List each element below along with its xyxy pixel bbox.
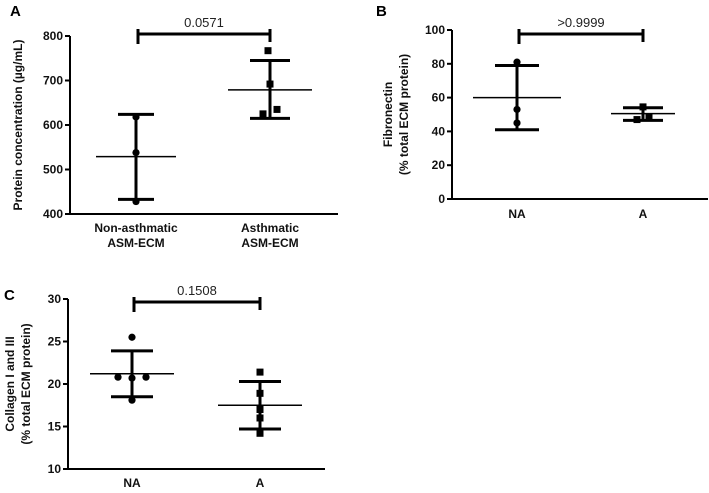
x-category-label: A	[256, 476, 265, 490]
data-point	[513, 105, 521, 114]
x-category-label: A	[639, 207, 648, 221]
data-point	[639, 103, 647, 111]
significance-bracket: 0.0571	[136, 15, 272, 44]
data-point	[273, 105, 281, 113]
y-tick-label: 40	[432, 124, 446, 138]
y-tick-label: 0	[438, 192, 445, 206]
significance-bracket: >0.9999	[517, 15, 645, 44]
data-point	[256, 414, 264, 422]
data-point	[132, 113, 140, 121]
x-category-label: NA	[123, 476, 141, 490]
data-point	[142, 373, 150, 381]
group-0	[90, 333, 174, 404]
data-point	[256, 368, 264, 376]
significance-bracket: 0.1508	[132, 283, 262, 312]
data-point	[513, 58, 521, 66]
group-0	[473, 58, 561, 132]
p-value-label: >0.9999	[557, 15, 604, 30]
y-tick-label: 600	[43, 118, 63, 132]
x-category-label: ASM-ECM	[107, 236, 164, 250]
y-tick-label: 700	[43, 74, 63, 88]
data-point	[645, 113, 653, 121]
x-category-label: ASM-ECM	[241, 236, 298, 250]
group-1	[218, 368, 302, 437]
y-tick-label: 60	[432, 91, 446, 105]
data-point	[266, 80, 274, 88]
data-point	[264, 47, 272, 55]
group-1	[228, 47, 312, 120]
data-point	[132, 148, 140, 157]
y-tick-label: 500	[43, 163, 63, 177]
x-category-label: Non-asthmatic	[94, 221, 178, 235]
data-point	[114, 373, 122, 381]
y-axis-label: Collagen I and III	[3, 336, 17, 431]
data-point	[128, 333, 136, 341]
data-point	[513, 119, 521, 127]
x-category-label: Asthmatic	[241, 221, 299, 235]
p-value-label: 0.0571	[184, 15, 224, 30]
y-tick-label: 25	[48, 335, 62, 349]
y-tick-label: 400	[43, 207, 63, 221]
panel-B: B 0 20 40 60 80 100 Fibronectin (% total ECM pro…	[376, 3, 708, 221]
y-tick-label: 100	[425, 23, 445, 37]
y-axis-label: Protein concentration (µg/mL)	[11, 40, 25, 211]
data-point	[256, 406, 264, 413]
y-tick-label: 80	[432, 57, 446, 71]
panel-label: C	[4, 287, 15, 304]
group-0	[96, 112, 176, 206]
panel-label: A	[10, 3, 21, 20]
y-tick-label: 15	[48, 420, 62, 434]
y-tick-label: 20	[432, 158, 446, 172]
data-point	[132, 197, 140, 206]
data-point	[128, 374, 136, 382]
y-tick-label: 30	[48, 292, 62, 306]
data-point	[633, 116, 641, 124]
y-axis-label: (% total ECM protein)	[19, 323, 33, 444]
y-axis-label: (% total ECM protein)	[397, 54, 411, 175]
p-value-label: 0.1508	[177, 283, 217, 298]
group-1	[611, 103, 675, 124]
panel-label: B	[376, 3, 387, 20]
panel-A: A 400 500 600 700 800 Protein concentration (µ…	[10, 3, 338, 250]
y-tick-label: 800	[43, 29, 63, 43]
data-point	[259, 110, 267, 118]
data-point	[256, 389, 264, 397]
y-tick-label: 20	[48, 377, 62, 391]
x-category-label: NA	[508, 207, 526, 221]
y-axis-label: Fibronectin	[381, 82, 395, 147]
data-point	[128, 396, 136, 404]
data-point	[256, 429, 264, 437]
y-tick-label: 10	[48, 462, 62, 476]
panel-C: C 10 15 20 25 30 Collagen I and III (% total EC…	[3, 283, 325, 490]
